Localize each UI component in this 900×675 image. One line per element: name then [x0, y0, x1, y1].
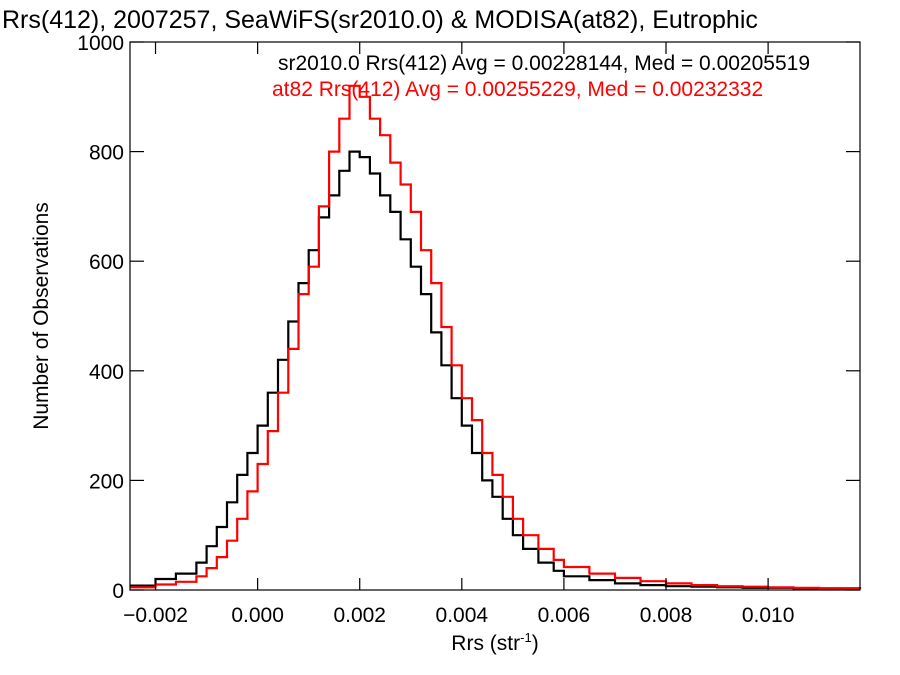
series-layer — [130, 84, 862, 590]
x-axis-label-main: Rrs (str — [451, 632, 520, 655]
y-tick-label: 800 — [89, 142, 124, 165]
x-axis-label-superscript: -1 — [520, 630, 532, 645]
x-tick-label: 0.000 — [231, 604, 284, 627]
y-tick-label: 600 — [89, 251, 124, 274]
y-tick-label: 400 — [89, 361, 124, 384]
y-axis: 0 200 400 600 800 1000 — [77, 32, 860, 603]
y-tick-label: 200 — [89, 470, 124, 493]
series-line-at82 — [130, 84, 862, 590]
series-line-sr2010-0 — [130, 150, 862, 590]
x-tick-label: 0.010 — [742, 604, 795, 627]
x-tick-label: 0.002 — [333, 604, 386, 627]
x-tick-label: 0.006 — [538, 604, 591, 627]
x-axis-label-end: ) — [532, 632, 539, 655]
plot-frame — [129, 41, 861, 591]
chart-title: Rrs(412), 2007257, SeaWiFS(sr2010.0) & M… — [2, 6, 758, 34]
x-tick-label: −0.002 — [123, 604, 188, 627]
series-annotation-at82: at82 Rrs(412) Avg = 0.00255229, Med = 0.… — [272, 78, 763, 101]
x-tick-label: 0.008 — [640, 604, 693, 627]
x-axis-label: Rrs (str-1) — [451, 630, 538, 655]
x-axis: −0.002 0.000 0.002 0.004 0.006 0.008 0.010 — [123, 42, 794, 627]
series-annotation-sr2010: sr2010.0 Rrs(412) Avg = 0.00228144, Med … — [278, 52, 810, 75]
x-tick-label: 0.004 — [436, 604, 489, 627]
y-tick-label: 0 — [112, 580, 124, 603]
y-tick-label: 1000 — [77, 32, 124, 55]
y-axis-label: Number of Observations — [30, 202, 53, 430]
